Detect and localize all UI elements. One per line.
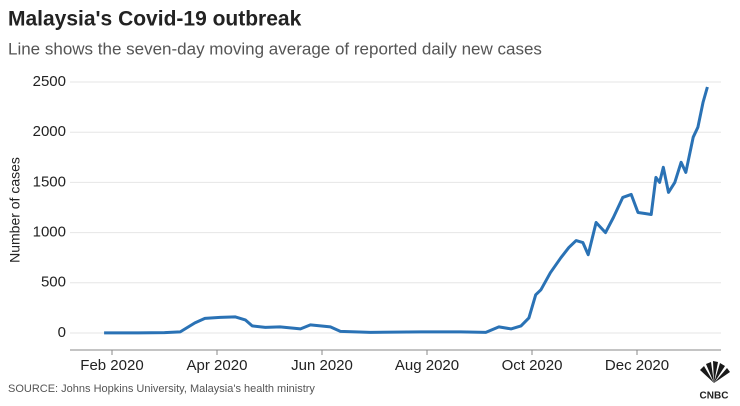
- x-tick-label: Dec 2020: [605, 357, 669, 374]
- y-tick-label: 1500: [33, 173, 66, 190]
- source: SOURCE: Johns Hopkins University, Malays…: [8, 383, 315, 395]
- chart-title: Malaysia's Covid-19 outbreak: [8, 8, 302, 31]
- y-tick-label: 2000: [33, 123, 66, 140]
- x-tick-label: Jun 2020: [291, 357, 353, 374]
- logo-text: CNBC: [700, 391, 729, 402]
- logo-icon: [700, 361, 730, 383]
- y-tick-label: 2500: [33, 73, 66, 90]
- y-tick-label: 0: [58, 324, 66, 341]
- x-tick-label: Feb 2020: [80, 357, 143, 374]
- x-tick-label: Oct 2020: [502, 357, 563, 374]
- chart-subtitle: Line shows the seven-day moving average …: [8, 39, 542, 58]
- y-tick-label: 1000: [33, 224, 66, 241]
- data-line: [104, 86, 709, 335]
- y-axis-label: Number of cases: [7, 157, 23, 263]
- x-tick-label: Apr 2020: [187, 357, 248, 374]
- y-tick-label: 500: [41, 274, 66, 291]
- x-tick-label: Aug 2020: [395, 357, 459, 374]
